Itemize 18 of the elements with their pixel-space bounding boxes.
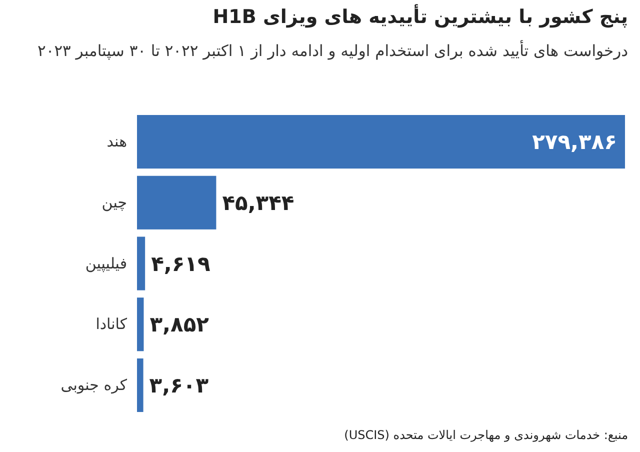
bar [137, 236, 146, 290]
data-label: ۲۷۹,۳۸۶ [532, 130, 617, 154]
y-tick-label: کره جنوبی [60, 376, 128, 394]
chart-subtitle: درخواست های تأیید شده برای استخدام اولیه و ادامه دار از ۱ اکتبر ۲۰۲۲ تا ۳۰ سپتامبر ۲۰۲۳ [36, 40, 628, 62]
data-label: ۴,۶۱۹ [151, 252, 210, 276]
bar [137, 176, 216, 230]
bar [137, 358, 144, 412]
data-label: ۳,۶۰۳ [149, 374, 209, 398]
bar [137, 298, 144, 352]
y-tick-label: کانادا [96, 315, 128, 334]
data-label: ۴۵,۳۴۴ [222, 190, 294, 215]
data-label: ۳,۸۵۲ [150, 312, 210, 337]
y-tick-label: چین [102, 193, 127, 212]
chart-title: پنج کشور با بیشترین تأییدیه های ویزای H1B [212, 6, 628, 28]
text: منبع: خدمات شهروندی و مهاجرت ایالات متحده (USCIS) [344, 428, 628, 442]
y-tick-label: فیلیپین [85, 254, 127, 272]
bar [137, 115, 625, 169]
y-tick-label: هند [106, 132, 128, 151]
